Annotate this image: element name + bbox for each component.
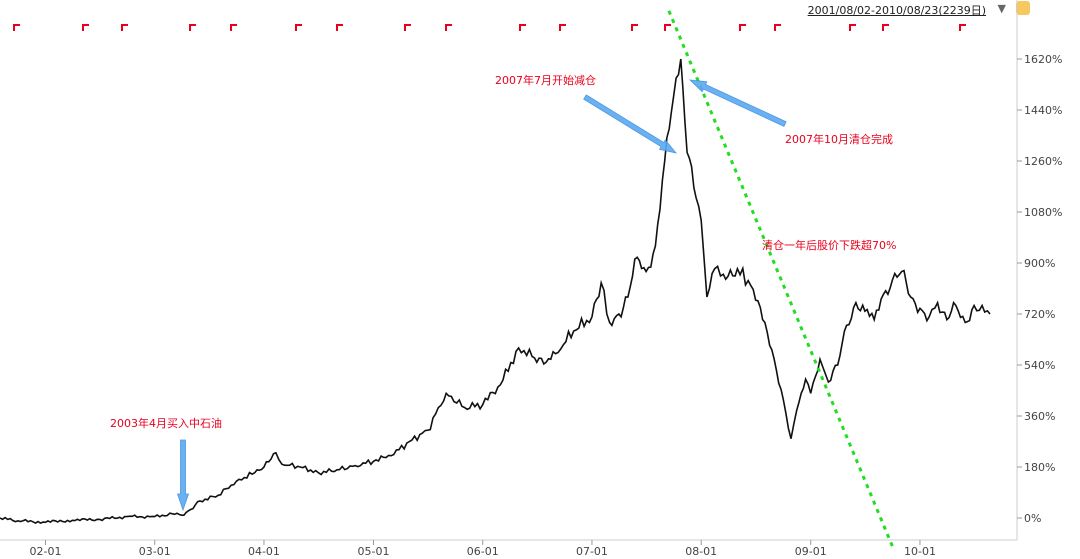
x-tick-label: 04-01 [248,545,280,558]
x-tick-label: 07-01 [576,545,608,558]
y-tick-label: 360% [1024,410,1055,423]
y-tick-label: 540% [1024,359,1055,372]
annotation-arrow [583,94,678,154]
period-marker [336,24,343,31]
x-tick-label: 08-01 [685,545,717,558]
annotation-label: 2003年4月买入中石油 [110,416,222,430]
period-marker [959,24,966,31]
y-tick-label: 1260% [1024,155,1062,168]
period-marker [13,24,20,31]
lock-icon[interactable] [1016,1,1030,15]
annotation-arrow [176,439,190,512]
period-marker [739,24,746,31]
y-tick-label: 1080% [1024,206,1062,219]
date-range-label[interactable]: 2001/08/02-2010/08/23(2239日) [807,4,986,17]
period-marker [121,24,128,31]
y-tick-label: 1620% [1024,53,1062,66]
period-marker [295,24,302,31]
period-marker [230,24,237,31]
annotation-label: 2007年7月开始减仓 [495,73,596,87]
period-marker [519,24,526,31]
period-marker [882,24,889,31]
period-marker [445,24,452,31]
y-tick-label: 0% [1024,512,1041,525]
trendline [667,10,894,547]
price-series-line [0,58,991,525]
period-marker [774,24,781,31]
x-tick-label: 03-01 [139,545,171,558]
period-marker [849,24,856,31]
period-marker [189,24,196,31]
y-tick-label: 1440% [1024,104,1062,117]
x-tick-label: 06-01 [467,545,499,558]
period-marker [82,24,89,31]
period-marker [404,24,411,31]
annotation-label: 清仓一年后股价下跌超70% [762,238,896,252]
x-tick-label: 09-01 [795,545,827,558]
annotation-label: 2007年10月清仓完成 [785,132,893,146]
period-marker [559,24,566,31]
y-tick-label: 180% [1024,461,1055,474]
x-tick-label: 02-01 [30,545,62,558]
annotation-arrow [688,79,787,127]
period-marker [631,24,638,31]
x-tick-label: 05-01 [358,545,390,558]
y-tick-label: 720% [1024,308,1055,321]
x-tick-label: 10-01 [904,545,936,558]
period-marker [664,24,671,31]
y-tick-label: 900% [1024,257,1055,270]
chevron-down-icon[interactable]: ▼ [997,2,1006,15]
